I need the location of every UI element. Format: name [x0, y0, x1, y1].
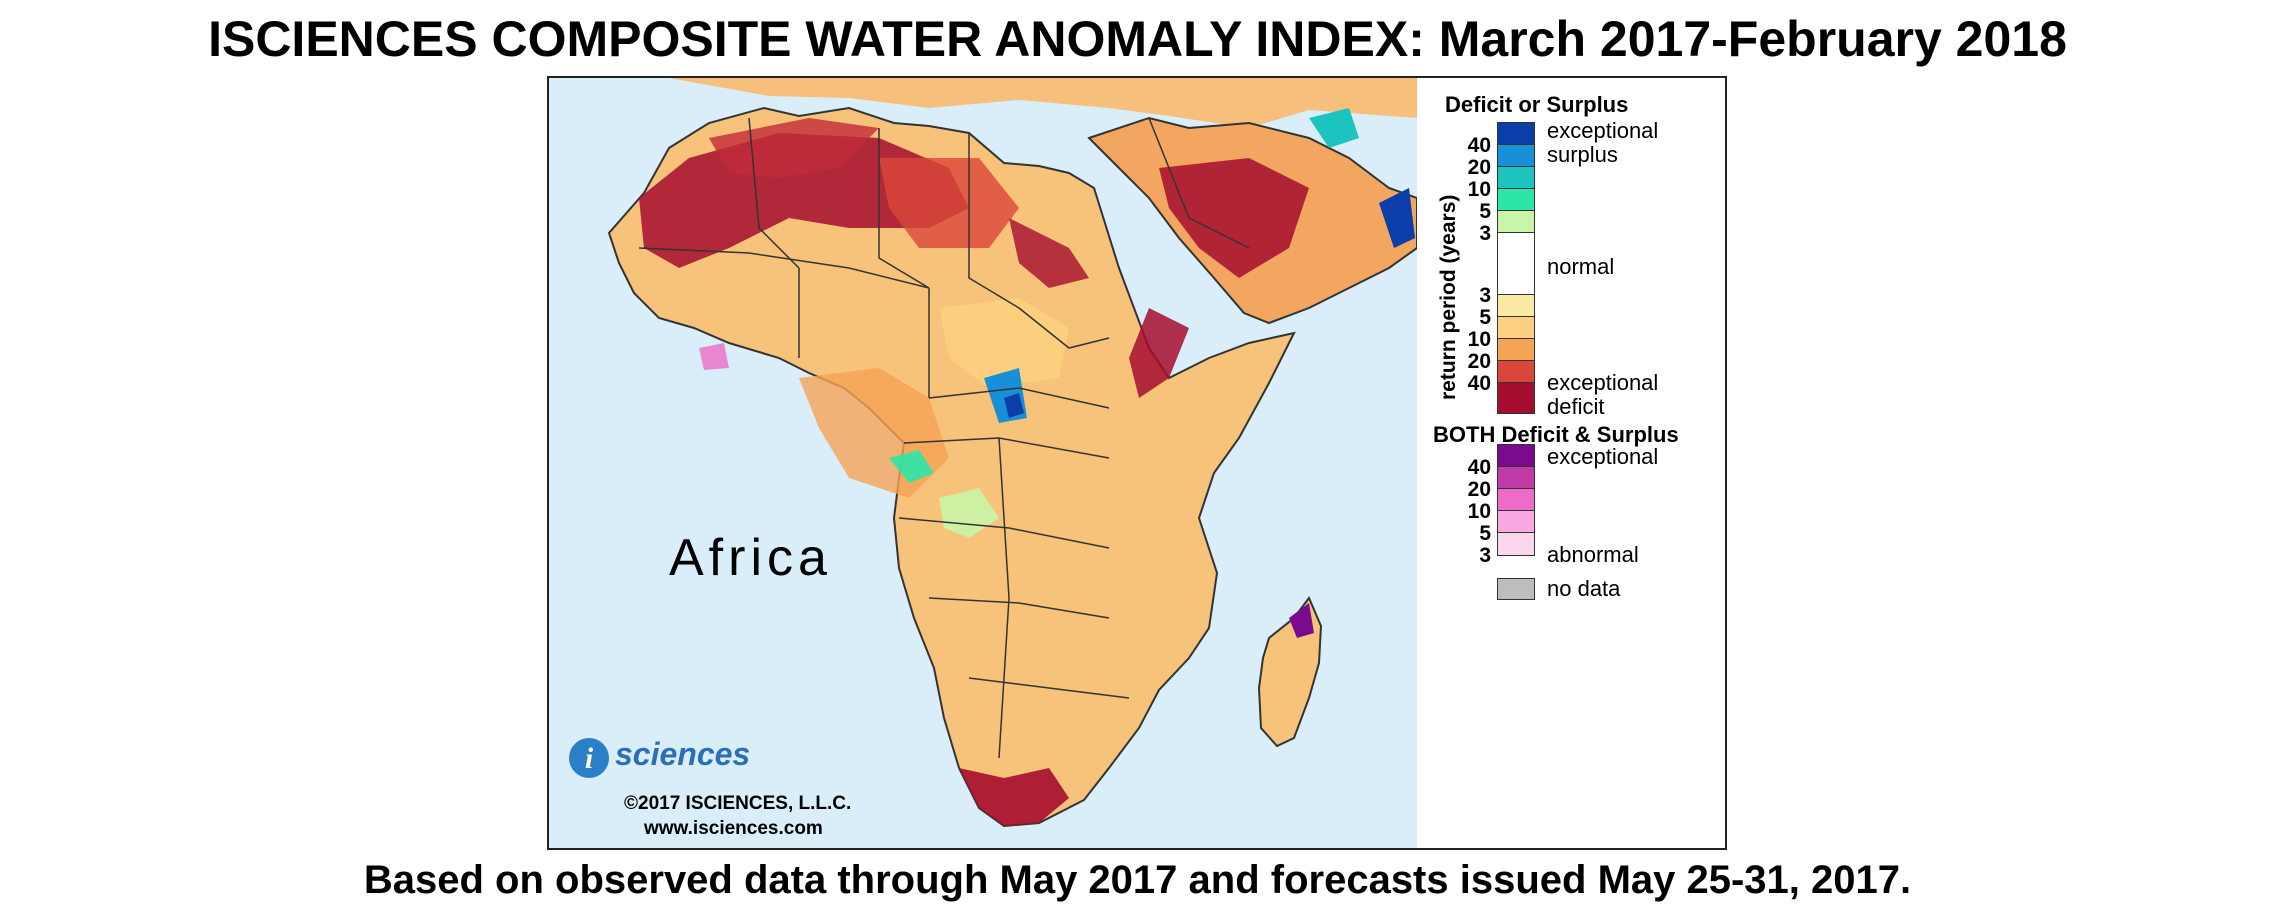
- map-title: ISCIENCES COMPOSITE WATER ANOMALY INDEX:…: [208, 11, 2067, 67]
- horn-deficit: [1129, 308, 1189, 398]
- both-ramp: [1497, 444, 1535, 556]
- logo-text: sciences: [615, 736, 751, 772]
- swatch-no-data: [1497, 578, 1535, 600]
- oman-surplus: [1379, 188, 1415, 248]
- tick-deficit-20: 20: [1467, 350, 1491, 373]
- swatch-both-exceptional: [1497, 444, 1535, 468]
- tick-surplus-40: 40: [1467, 134, 1491, 157]
- swatch-both-20: [1497, 488, 1535, 512]
- egypt-deficit: [1009, 218, 1089, 288]
- algeria-deficit: [709, 118, 879, 178]
- label-abnormal: abnormal: [1547, 542, 1639, 567]
- label-normal: normal: [1547, 254, 1615, 279]
- swatch-both-40: [1497, 466, 1535, 490]
- label-no-data: no data: [1547, 576, 1621, 601]
- label-deficit: deficit: [1547, 394, 1605, 419]
- label-surplus: surplus: [1547, 142, 1618, 167]
- mideast-surplus: [1309, 108, 1359, 148]
- tanzania-surplus-core: [1004, 393, 1024, 418]
- westafrica-both: [699, 343, 729, 370]
- tick-surplus-3: 3: [1479, 222, 1491, 245]
- tick-both-20: 20: [1467, 478, 1491, 501]
- footer-note: Based on observed data through May 2017 …: [363, 858, 1912, 902]
- legend-deficit-surplus-title: Deficit or Surplus: [1445, 92, 1629, 117]
- europe-land: [669, 78, 1417, 128]
- map-frame: Africa i sciences ©2017 ISCIENCES, L.L.C…: [547, 76, 1727, 850]
- legend-both-title: BOTH Deficit & Surplus: [1433, 422, 1679, 447]
- swatch-surplus-20: [1497, 166, 1535, 190]
- swatch-deficit-10: [1497, 338, 1535, 362]
- swatch-deficit-5: [1497, 316, 1535, 340]
- swatch-both-10: [1497, 510, 1535, 534]
- legend: Deficit or Surplus return period (years)…: [1417, 78, 1725, 848]
- swatch-normal: [1497, 232, 1535, 296]
- swatch-deficit-40: [1497, 382, 1535, 414]
- country-borders: [638, 117, 1250, 759]
- isciences-logo-icon: i: [569, 738, 609, 778]
- swatch-both-5: [1497, 532, 1535, 556]
- svg-text:i: i: [585, 742, 594, 775]
- tick-both-3: 3: [1479, 544, 1491, 567]
- tick-surplus-20: 20: [1467, 156, 1491, 179]
- label-exceptional-surplus-1: exceptional: [1547, 118, 1659, 143]
- madagascar-both: [1289, 603, 1314, 638]
- tick-surplus-5: 5: [1479, 200, 1491, 223]
- east-moderate: [939, 298, 1069, 388]
- libya-deficit: [879, 158, 1019, 248]
- tick-both-5: 5: [1479, 522, 1491, 545]
- tick-deficit-3: 3: [1479, 284, 1491, 307]
- tick-both-10: 10: [1467, 500, 1491, 523]
- label-both-exceptional: exceptional: [1547, 444, 1659, 469]
- label-exceptional-deficit: exceptional: [1547, 370, 1659, 395]
- region-label: Africa: [669, 529, 832, 587]
- swatch-surplus-exceptional: [1497, 122, 1535, 146]
- tick-deficit-40: 40: [1467, 372, 1491, 395]
- tick-deficit-10: 10: [1467, 328, 1491, 351]
- swatch-surplus-10: [1497, 188, 1535, 212]
- swatch-deficit-3: [1497, 294, 1535, 318]
- tick-surplus-10: 10: [1467, 178, 1491, 201]
- swatch-deficit-20: [1497, 360, 1535, 384]
- africa-map: [549, 78, 1417, 848]
- swatch-surplus-40: [1497, 144, 1535, 168]
- tick-deficit-5: 5: [1479, 306, 1491, 329]
- zambia-surplus: [889, 450, 934, 483]
- south-africa-deficit: [959, 768, 1069, 826]
- deficit-surplus-ramp: [1497, 122, 1535, 414]
- website: www.isciences.com: [644, 818, 823, 839]
- copyright: ©2017 ISCIENCES, L.L.C.: [624, 793, 852, 814]
- swatch-surplus-5: [1497, 210, 1535, 234]
- tick-both-40: 40: [1467, 456, 1491, 479]
- arabia-deficit: [1159, 158, 1309, 278]
